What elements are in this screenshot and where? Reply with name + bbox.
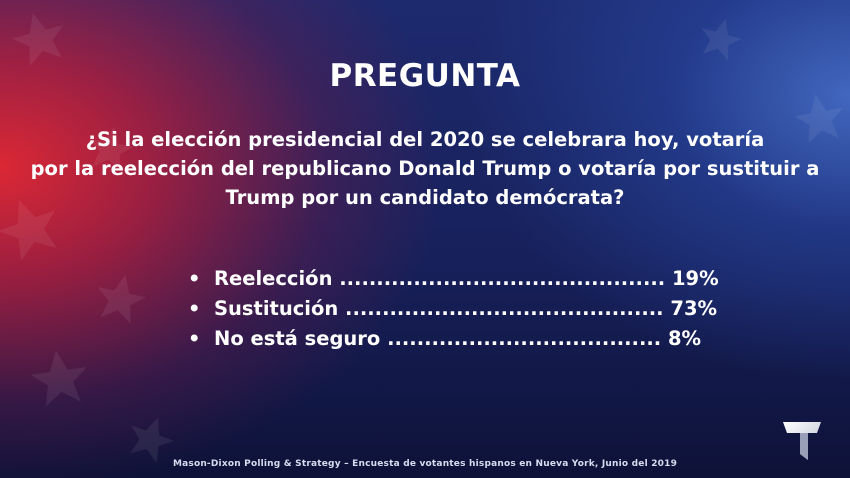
footer-source: Mason-Dixon Polling & Strategy – Encuest… — [172, 459, 678, 469]
answer-text: Sustitución ............................… — [214, 297, 718, 320]
question-line: por la reelección del republicano Donald… — [30, 157, 820, 180]
answer-text: Reelección .............................… — [214, 267, 719, 290]
question-line: ¿Si la elección presidencial del 2020 se… — [85, 128, 765, 151]
answer-item: • No está seguro ........................… — [188, 324, 719, 354]
bullet: • — [188, 297, 201, 320]
answer-text: No está seguro .........................… — [214, 327, 702, 350]
page-title: PREGUNTA — [329, 58, 521, 94]
telemundo-logo-icon — [783, 422, 821, 460]
question-line: Trump por un candidato demócrata? — [225, 186, 625, 209]
answer-item: • Reelección ............................… — [188, 264, 719, 294]
question-text: ¿Si la elección presidencial del 2020 se… — [30, 125, 820, 212]
bullet: • — [188, 327, 201, 350]
answer-item: • Sustitución ...........................… — [188, 294, 719, 324]
answer-list: • Reelección ............................… — [188, 264, 719, 354]
bullet: • — [188, 267, 201, 290]
